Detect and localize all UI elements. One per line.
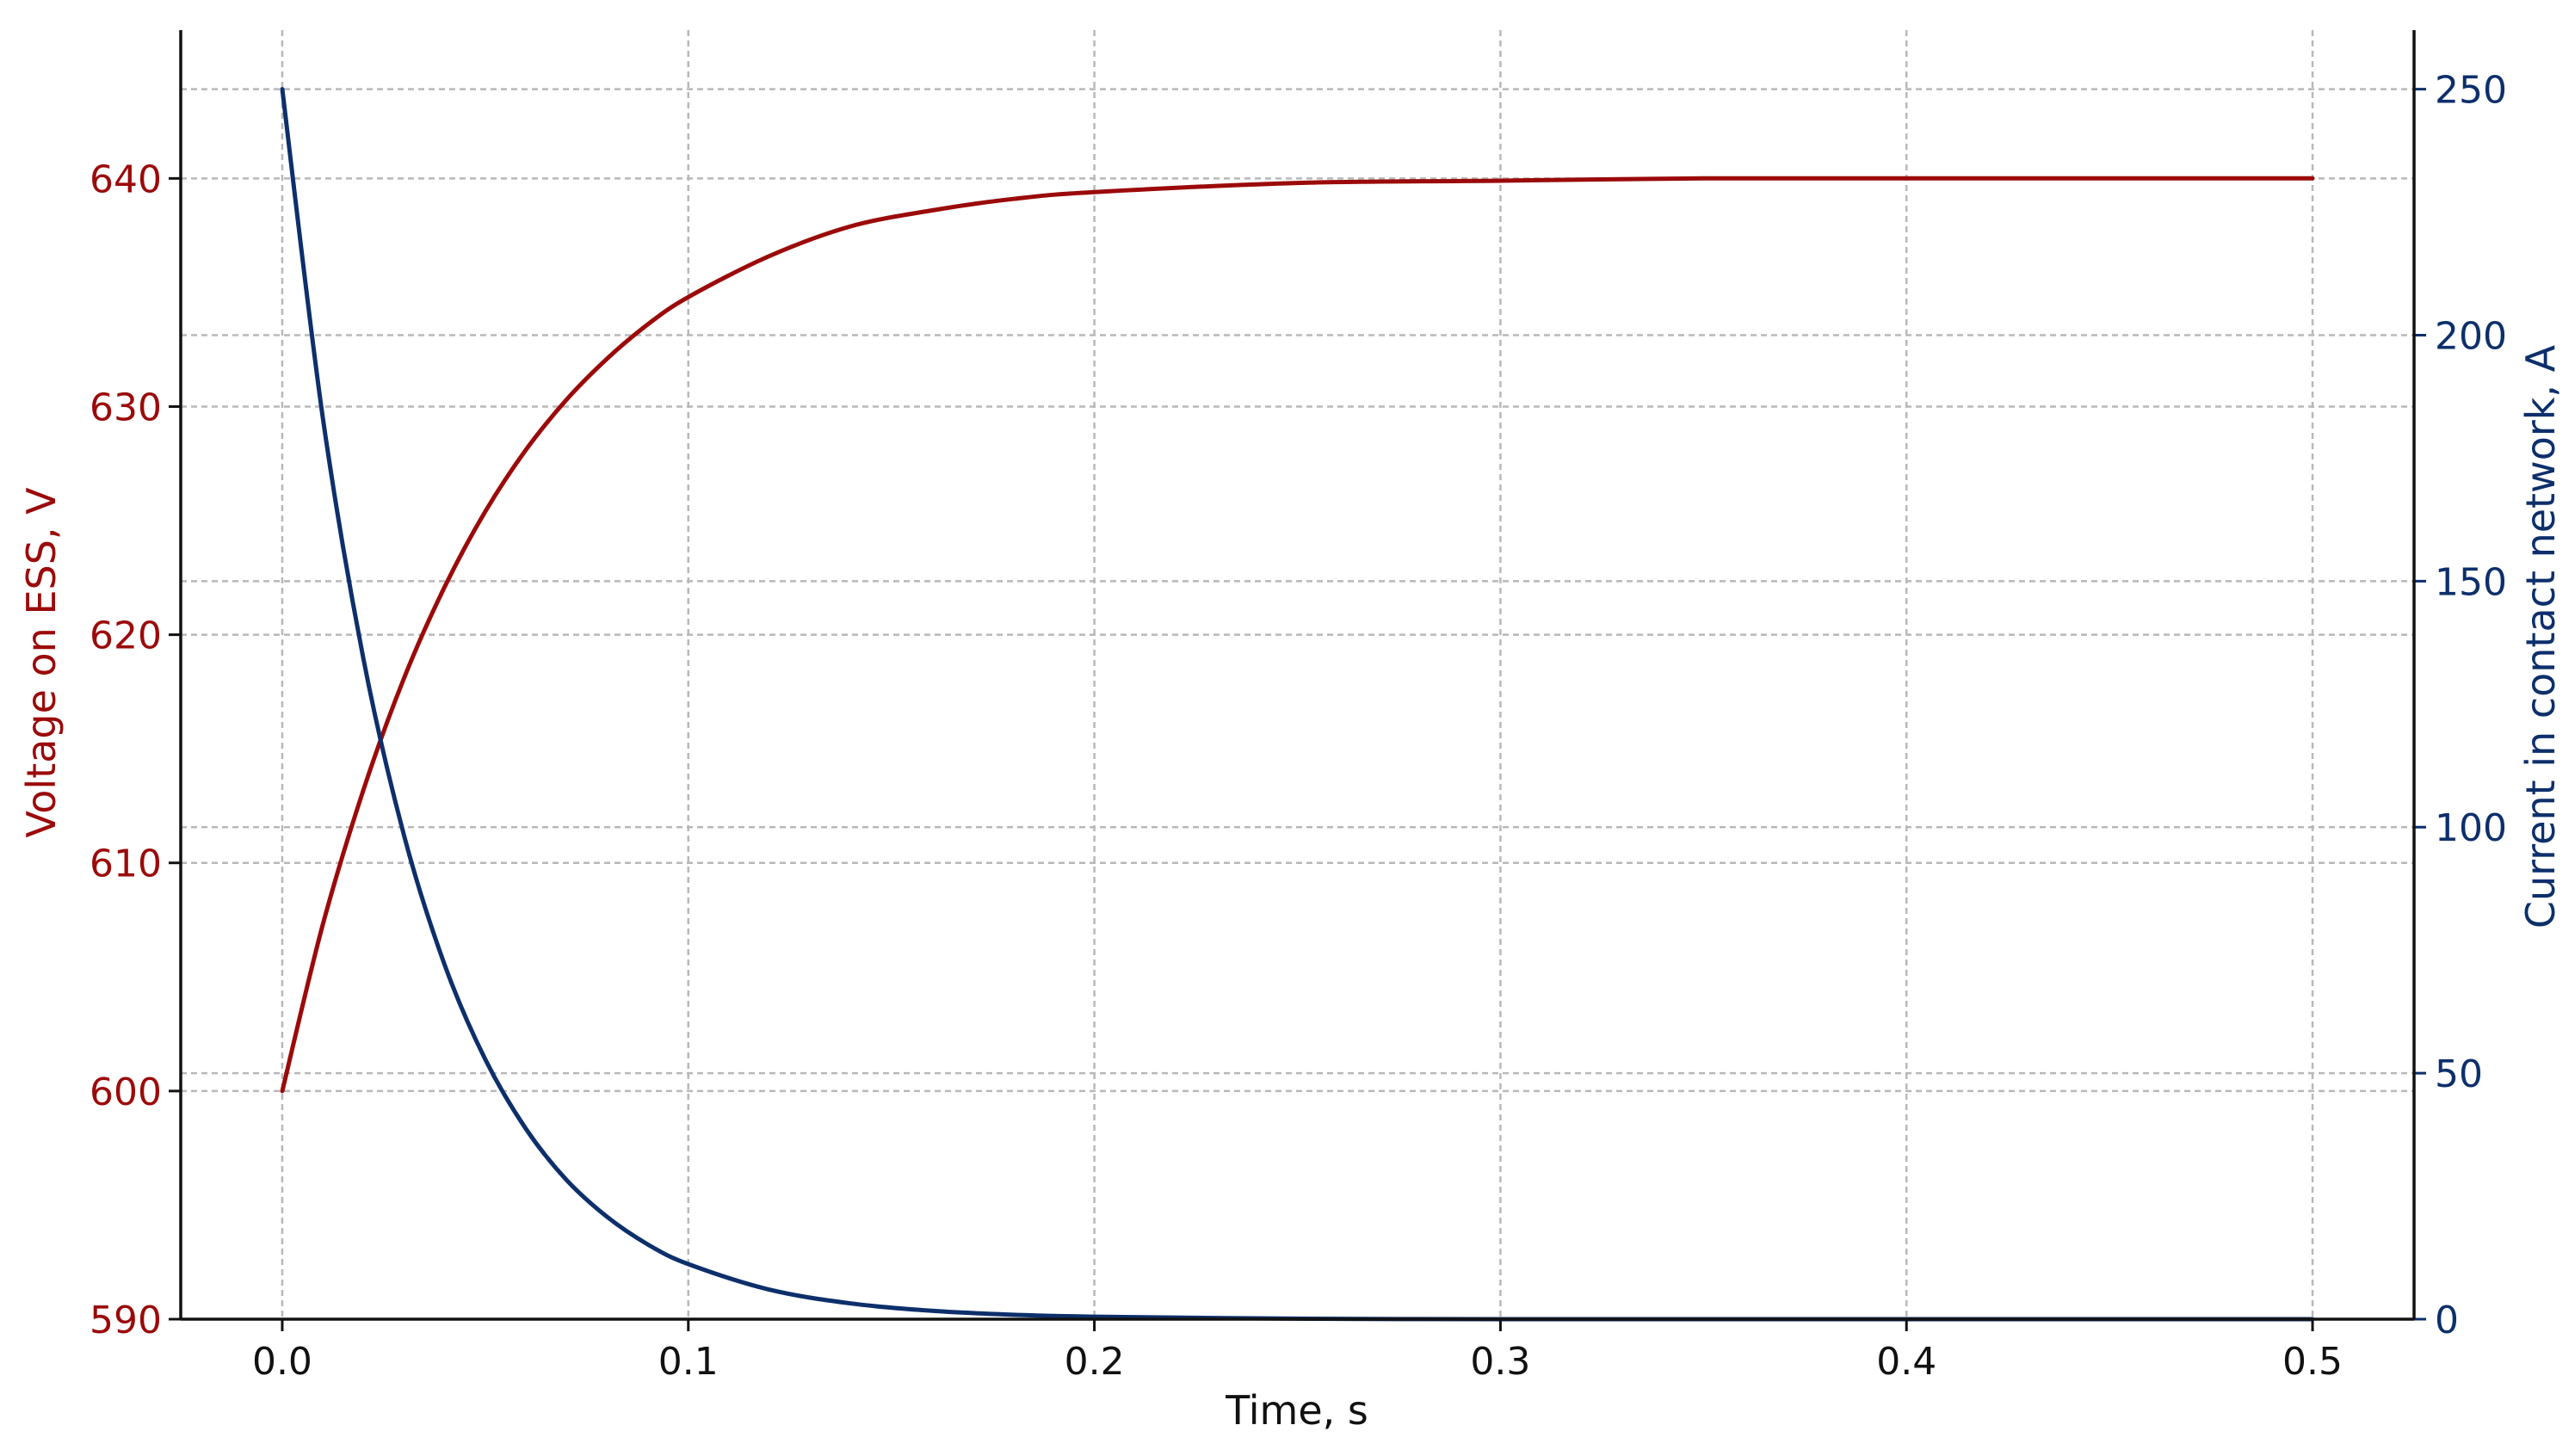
x-axis-label: Time, s xyxy=(1225,1387,1368,1434)
right-y-tick-label: 250 xyxy=(2435,69,2507,113)
left-y-tick-label: 590 xyxy=(90,1299,162,1342)
left-y-tick-label: 610 xyxy=(90,842,162,886)
voltage-series-line xyxy=(280,176,2315,1094)
right-y-tick-label: 50 xyxy=(2435,1052,2483,1096)
left-y-axis-label: Voltage on ESS, V xyxy=(18,487,65,838)
left-y-tick-label: 630 xyxy=(90,386,162,429)
x-tick-label: 0.2 xyxy=(1065,1340,1125,1384)
x-tick-label: 0.0 xyxy=(252,1340,312,1384)
right-y-axis-label: Current in contact network, A xyxy=(2517,344,2564,929)
x-tick-label: 0.5 xyxy=(2282,1340,2343,1384)
right-y-tick-label: 0 xyxy=(2435,1299,2459,1342)
right-y-tick-label: 100 xyxy=(2435,806,2507,850)
x-tick-label: 0.3 xyxy=(1470,1340,1530,1384)
tick-labels: 0.0 0.1 0.2 0.3 0.4 0.5 590 600 610 620 630 640 0 50 1… xyxy=(90,69,2507,1384)
left-y-tick-label: 620 xyxy=(90,614,162,658)
x-tick-label: 0.1 xyxy=(658,1340,719,1384)
axes xyxy=(169,30,2426,1331)
left-y-tick-label: 640 xyxy=(90,157,162,201)
left-y-tick-label: 600 xyxy=(90,1070,162,1114)
x-tick-label: 0.4 xyxy=(1876,1340,1936,1384)
right-y-tick-label: 150 xyxy=(2435,560,2507,604)
right-y-tick-label: 200 xyxy=(2435,314,2507,358)
